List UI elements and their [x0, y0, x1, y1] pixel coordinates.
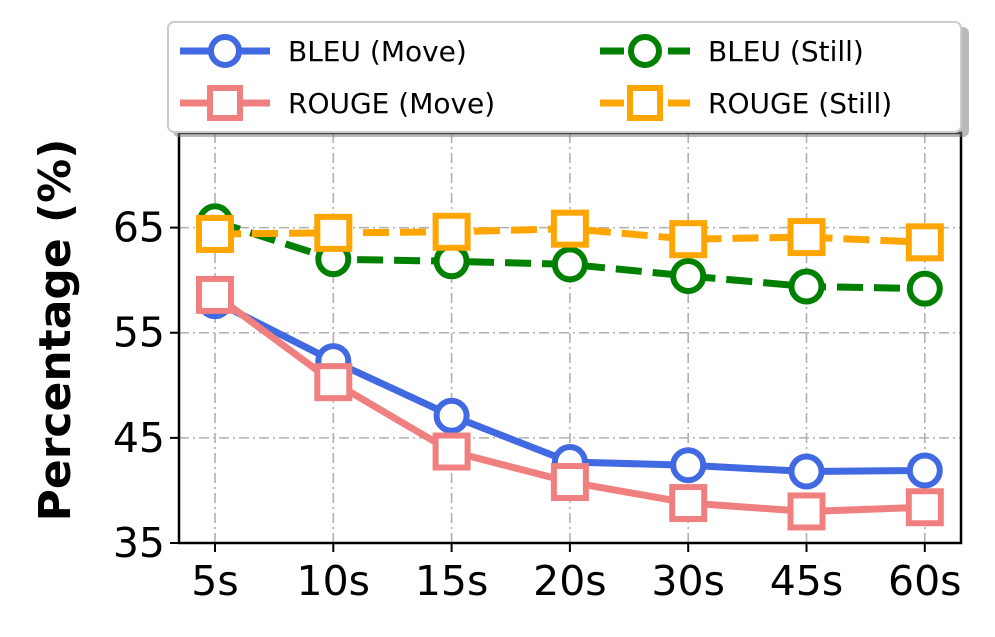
series-layer: [196, 203, 944, 531]
data-point-square: [314, 363, 353, 402]
data-point-circle: [906, 270, 943, 307]
legend-item: BLEU (Move): [180, 34, 467, 68]
legend-item: ROUGE (Still): [600, 85, 892, 121]
data-point-square: [432, 432, 471, 471]
legend-label: BLEU (Move): [288, 35, 467, 68]
series-3: [196, 209, 944, 262]
data-point-square: [550, 209, 589, 248]
grid-lines: [179, 133, 961, 543]
data-point-square: [905, 223, 944, 262]
legend-item: ROUGE (Move): [180, 85, 495, 121]
data-point-circle: [788, 453, 825, 490]
series-1: [196, 275, 944, 531]
y-tick-label: 65: [113, 204, 165, 252]
legend-label: BLEU (Still): [708, 35, 864, 68]
x-tick-label: 10s: [297, 557, 371, 605]
legend-label: ROUGE (Move): [288, 87, 495, 120]
x-tick-label: 45s: [770, 557, 844, 605]
legend: BLEU (Move) ROUGE (Move) BLEU (Still) ROUGE…: [167, 21, 969, 137]
data-point-circle: [670, 257, 707, 294]
data-point-circle: [670, 447, 707, 484]
x-tick-label: 5s: [191, 557, 238, 605]
data-point-square: [196, 214, 234, 253]
data-point-square: [432, 212, 471, 251]
data-point-square: [207, 85, 243, 121]
data-point-square: [787, 218, 826, 257]
axis-ticks: 5s 10s 15s 20s 30s 45s 60s 35 45 55 65: [113, 204, 962, 605]
legend-item: BLEU (Still): [600, 34, 864, 68]
data-point-square: [787, 492, 826, 531]
legend-box: [167, 21, 962, 133]
data-point-circle: [906, 452, 943, 489]
y-tick-label: 35: [113, 519, 165, 567]
y-tick-label: 55: [113, 309, 165, 357]
data-point-circle: [788, 268, 825, 305]
x-tick-label: 15s: [415, 557, 489, 605]
legend-label: ROUGE (Still): [708, 87, 892, 120]
data-point-square: [627, 85, 663, 121]
data-point-circle: [628, 34, 662, 68]
data-point-square: [669, 220, 708, 259]
data-point-circle: [551, 246, 588, 283]
y-axis-label: Percentage (%): [30, 139, 81, 522]
y-tick-label: 45: [113, 414, 165, 462]
data-point-square: [314, 213, 353, 252]
data-point-square: [196, 275, 234, 314]
data-point-circle: [208, 34, 242, 68]
data-point-square: [905, 488, 944, 527]
x-tick-label: 30s: [651, 557, 725, 605]
data-point-square: [669, 484, 708, 523]
x-tick-label: 60s: [888, 557, 962, 605]
x-tick-label: 20s: [533, 557, 607, 605]
data-point-circle: [433, 397, 470, 434]
data-point-square: [550, 463, 589, 502]
